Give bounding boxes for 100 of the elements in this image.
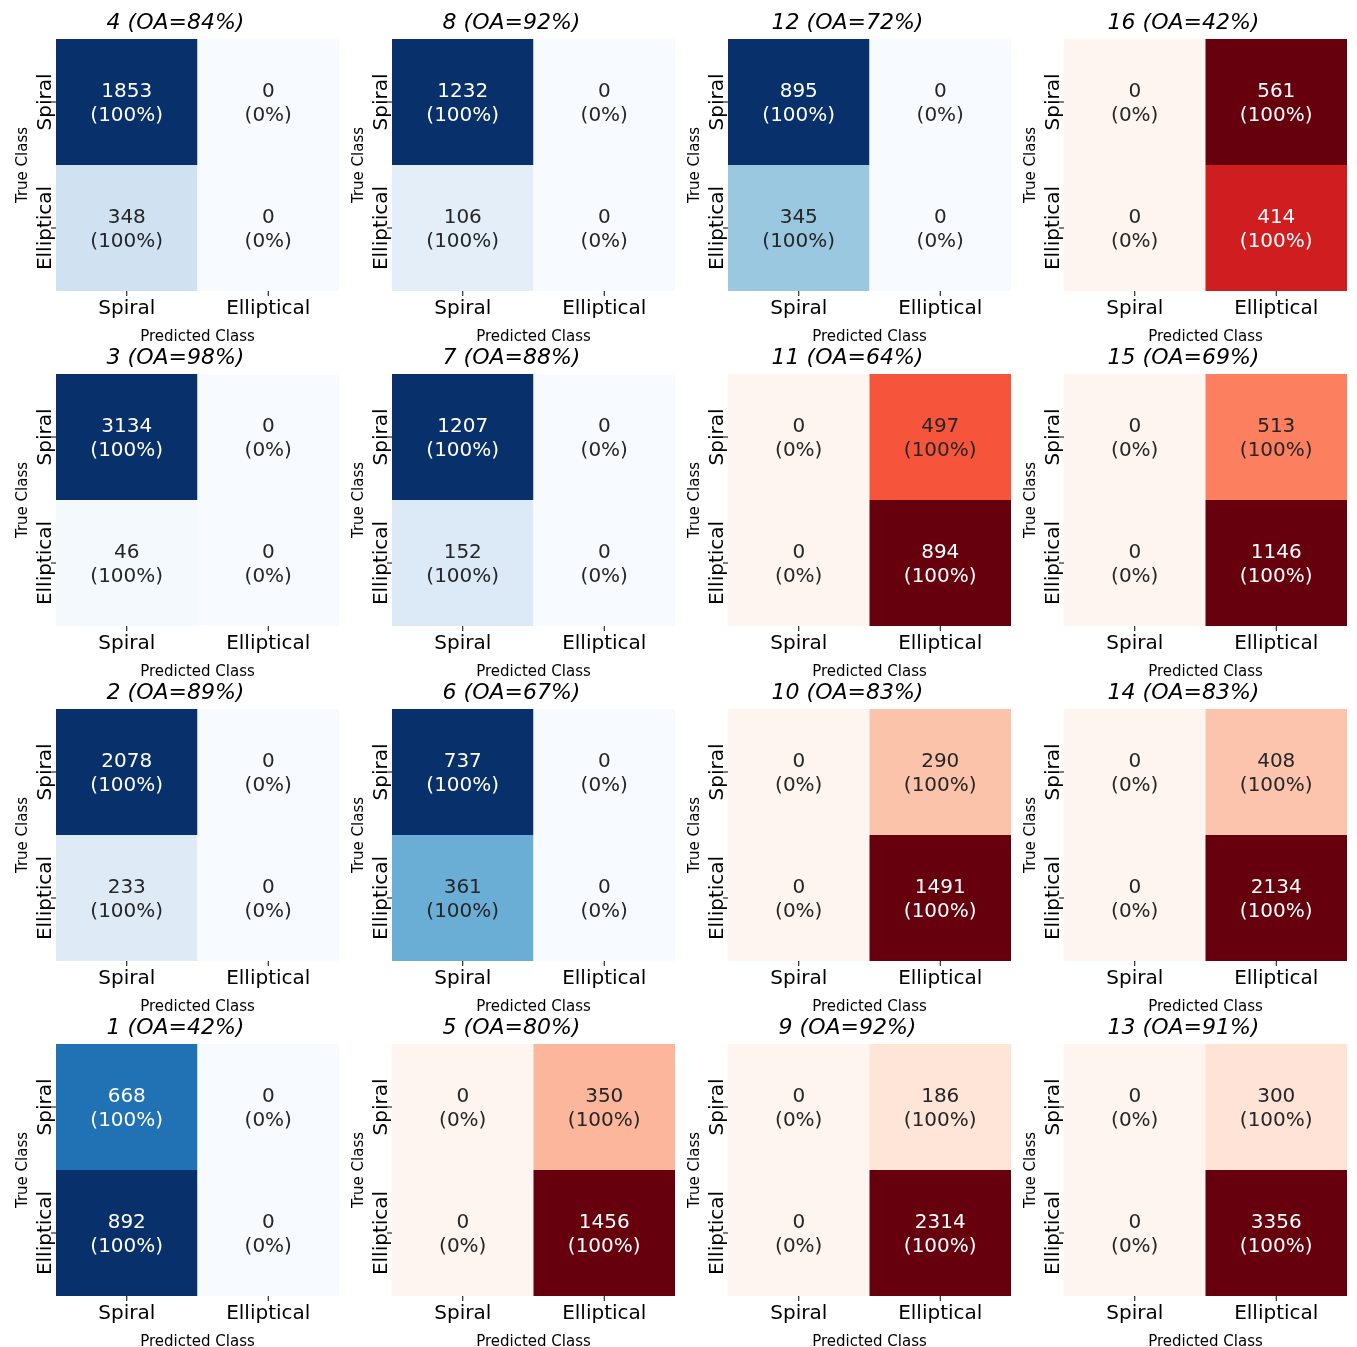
chart-title: 14 (OA=83%) — [1106, 678, 1261, 705]
x-tick-label: Spiral — [1106, 630, 1164, 654]
x-axis-title: Predicted Class — [1148, 662, 1263, 680]
x-axis-title: Predicted Class — [1148, 1332, 1263, 1347]
y-axis-title: True Class — [13, 796, 32, 875]
annotation: (0%) — [244, 437, 292, 461]
x-tick-label: Spiral — [770, 965, 828, 989]
y-axis-title: True Class — [685, 796, 704, 875]
data-label: 0 — [792, 539, 806, 563]
data-label: 233 — [107, 874, 146, 898]
x-axis-title: Predicted Class — [140, 662, 255, 680]
data-label: 892 — [107, 1209, 146, 1233]
data-label: 290 — [921, 748, 960, 772]
annotation: (0%) — [1111, 772, 1159, 796]
data-label: 1207 — [437, 413, 489, 437]
data-label: 1491 — [914, 874, 966, 898]
annotation: (100%) — [90, 102, 164, 126]
annotation: (100%) — [1239, 898, 1313, 922]
chart-title: 9 (OA=92%) — [777, 1013, 918, 1040]
data-label: 0 — [1128, 1209, 1142, 1233]
x-tick-label: Spiral — [770, 630, 828, 654]
annotation: (0%) — [775, 1107, 823, 1131]
data-label: 0 — [792, 1083, 806, 1107]
data-label: 106 — [443, 204, 482, 228]
annotation: (100%) — [1239, 437, 1313, 461]
data-label: 0 — [1128, 204, 1142, 228]
y-axis-title: True Class — [349, 461, 368, 540]
x-tick-label: Spiral — [1106, 965, 1164, 989]
y-axis-title: True Class — [349, 126, 368, 205]
chart-title: 2 (OA=89%) — [105, 678, 246, 705]
data-label: 186 — [921, 1083, 960, 1107]
y-axis-title: True Class — [13, 461, 32, 540]
x-axis-title: Predicted Class — [140, 997, 255, 1015]
x-tick-label: Spiral — [98, 295, 156, 319]
y-axis-title: True Class — [685, 1131, 704, 1210]
data-label: 361 — [443, 874, 482, 898]
y-tick-label: Spiral — [1040, 408, 1064, 466]
x-axis-title: Predicted Class — [812, 1332, 927, 1347]
annotation: (100%) — [903, 437, 977, 461]
x-axis-title: Predicted Class — [140, 1332, 255, 1347]
data-label: 1853 — [101, 78, 153, 102]
chart-title: 8 (OA=92%) — [441, 8, 582, 35]
annotation: (100%) — [1239, 1107, 1313, 1131]
y-tick-label: Spiral — [1040, 1078, 1064, 1136]
data-label: 300 — [1257, 1083, 1296, 1107]
annotation: (0%) — [439, 1233, 487, 1257]
y-tick-label: Spiral — [1040, 73, 1064, 131]
data-label: 0 — [456, 1209, 470, 1233]
data-label: 350 — [585, 1083, 624, 1107]
x-tick-label: Elliptical — [562, 965, 647, 989]
data-label: 895 — [779, 78, 818, 102]
annotation: (100%) — [90, 772, 164, 796]
y-axis-title: True Class — [1021, 796, 1040, 875]
y-tick-label: Spiral — [704, 743, 728, 801]
annotation: (0%) — [580, 898, 628, 922]
data-label: 0 — [261, 874, 275, 898]
y-axis-title: True Class — [349, 796, 368, 875]
annotation: (0%) — [916, 102, 964, 126]
y-axis-title: True Class — [1021, 1131, 1040, 1210]
data-label: 0 — [456, 1083, 470, 1107]
data-label: 0 — [1128, 874, 1142, 898]
data-label: 0 — [597, 78, 611, 102]
annotation: (100%) — [426, 102, 500, 126]
annotation: (0%) — [1111, 102, 1159, 126]
annotation: (0%) — [580, 102, 628, 126]
x-axis-title: Predicted Class — [140, 327, 255, 345]
data-label: 497 — [921, 413, 960, 437]
x-tick-label: Elliptical — [562, 1300, 647, 1324]
x-tick-label: Elliptical — [226, 295, 311, 319]
x-tick-label: Elliptical — [226, 1300, 311, 1324]
data-label: 0 — [792, 1209, 806, 1233]
annotation: (100%) — [903, 1107, 977, 1131]
y-axis-title: True Class — [13, 1131, 32, 1210]
x-tick-label: Elliptical — [898, 1300, 983, 1324]
annotation: (100%) — [426, 563, 500, 587]
annotation: (0%) — [1111, 1107, 1159, 1131]
chart-title: 7 (OA=88%) — [441, 343, 582, 370]
annotation: (0%) — [1111, 563, 1159, 587]
annotation: (0%) — [1111, 437, 1159, 461]
data-label: 1232 — [437, 78, 489, 102]
data-label: 0 — [597, 874, 611, 898]
x-axis-title: Predicted Class — [1148, 327, 1263, 345]
annotation: (0%) — [580, 437, 628, 461]
data-label: 0 — [261, 539, 275, 563]
data-label: 345 — [779, 204, 818, 228]
data-label: 668 — [107, 1083, 146, 1107]
data-label: 0 — [1128, 539, 1142, 563]
x-tick-label: Spiral — [434, 295, 492, 319]
y-axis-title: True Class — [685, 461, 704, 540]
data-label: 2134 — [1250, 874, 1302, 898]
annotation: (100%) — [1239, 563, 1313, 587]
x-axis-title: Predicted Class — [812, 662, 927, 680]
y-tick-label: Spiral — [704, 73, 728, 131]
data-label: 894 — [921, 539, 960, 563]
data-label: 0 — [1128, 748, 1142, 772]
chart-title: 10 (OA=83%) — [770, 678, 925, 705]
x-axis-title: Predicted Class — [476, 662, 591, 680]
y-tick-label: Spiral — [368, 73, 392, 131]
data-label: 0 — [261, 413, 275, 437]
annotation: (0%) — [775, 898, 823, 922]
